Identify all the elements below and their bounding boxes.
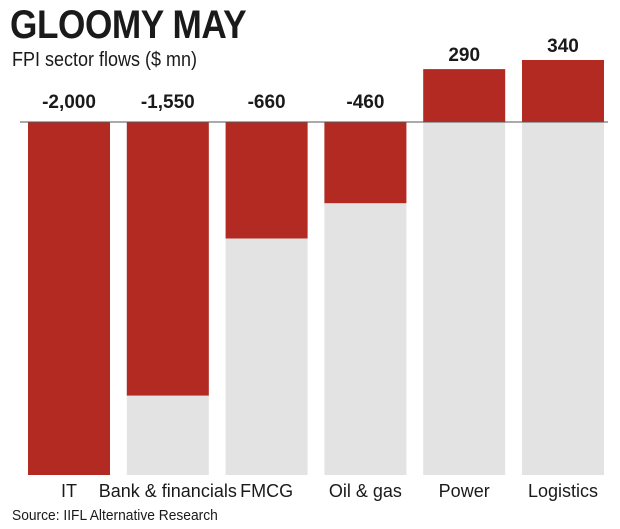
bar bbox=[324, 122, 407, 204]
bar bbox=[423, 69, 506, 122]
data-label: -660 bbox=[248, 92, 286, 113]
bar-track bbox=[423, 122, 506, 475]
chart-subtitle: FPI sector flows ($ mn) bbox=[12, 49, 198, 71]
bar-track bbox=[522, 122, 604, 475]
bar bbox=[522, 60, 604, 122]
category-label: Logistics bbox=[528, 481, 598, 501]
bar bbox=[225, 122, 308, 239]
category-label: Power bbox=[439, 481, 490, 501]
category-label: FMCG bbox=[240, 481, 293, 501]
data-label: -460 bbox=[346, 92, 384, 113]
data-label: 340 bbox=[547, 36, 579, 57]
chart-title: GLOOMY MAY bbox=[10, 3, 247, 47]
data-label: -2,000 bbox=[42, 92, 96, 113]
category-label: IT bbox=[61, 481, 77, 501]
category-label: Oil & gas bbox=[329, 481, 402, 501]
data-label: -1,550 bbox=[141, 92, 195, 113]
data-label: 290 bbox=[448, 45, 480, 66]
bar bbox=[126, 122, 209, 396]
source-note: Source: IIFL Alternative Research bbox=[12, 507, 218, 524]
category-label: Bank & financials bbox=[99, 481, 237, 501]
bar bbox=[28, 122, 110, 475]
